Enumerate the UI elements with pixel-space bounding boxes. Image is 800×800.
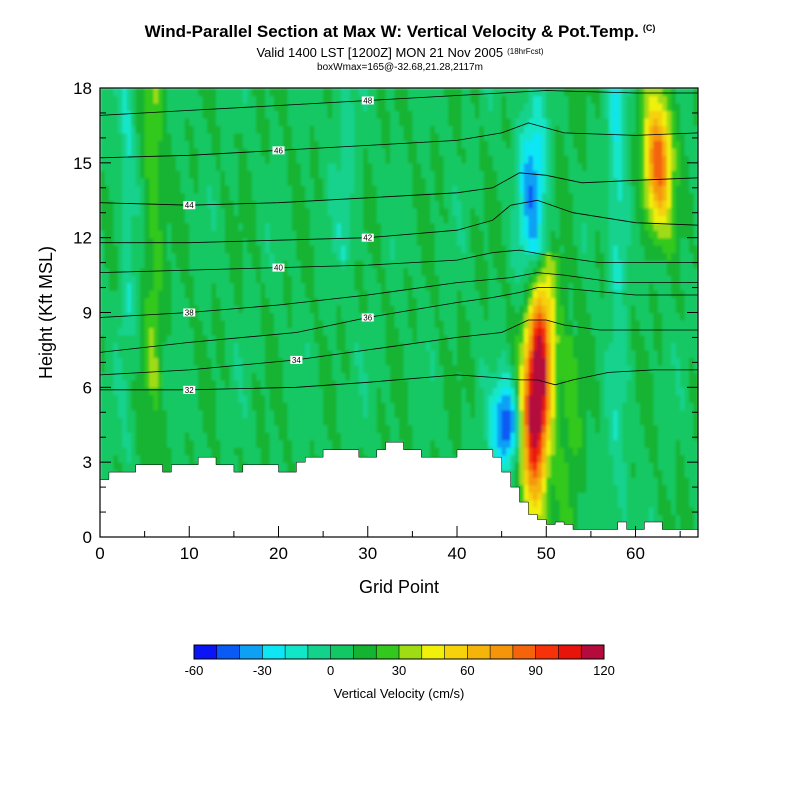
colorbar-swatch xyxy=(558,645,582,659)
y-axis-title: Height (Kft MSL) xyxy=(36,246,56,379)
colorbar-swatch xyxy=(535,645,559,659)
isotherm-label-36: 36 xyxy=(363,313,372,322)
y-tick-label: 3 xyxy=(83,453,92,472)
isotherm-32 xyxy=(100,369,698,391)
isotherm-label-bg xyxy=(290,355,303,364)
box-max-info: boxWmax=165@-32.68,21.28,2117m xyxy=(317,62,483,73)
copyright-mark: (C) xyxy=(642,23,656,33)
chart-subtitle: Valid 1400 LST [1200Z] MON 21 Nov 2005 (1… xyxy=(256,45,544,60)
chart-title: Wind-Parallel Section at Max W: Vertical… xyxy=(144,22,656,41)
isotherm-46 xyxy=(100,122,698,159)
y-tick-label: 12 xyxy=(73,229,92,248)
isotherm-label-34: 34 xyxy=(292,356,301,365)
colorbar-swatch xyxy=(512,645,537,659)
x-axis-title: Grid Point xyxy=(359,577,439,597)
isotherm-36 xyxy=(100,287,698,353)
potential-temperature-contours: 32 34 36 38 40 42 44 46 48 xyxy=(100,90,698,395)
isotherm-label-44: 44 xyxy=(185,201,194,210)
isotherm-label-bg xyxy=(361,96,374,105)
isotherm-label-42: 42 xyxy=(363,234,372,243)
y-tick-label: 6 xyxy=(83,378,92,397)
x-tick-label: 50 xyxy=(537,544,556,563)
forecast-hours: (18hrFcst) xyxy=(507,47,544,56)
colorbar: -60 -30 0 30 60 90 120 Vertical Velocity (cm/s) xyxy=(185,644,615,701)
isotherm-38 xyxy=(100,272,698,318)
x-tick-label: 0 xyxy=(95,544,104,563)
isotherm-label-48: 48 xyxy=(363,96,372,105)
colorbar-swatch xyxy=(216,645,240,659)
isotherm-40 xyxy=(100,249,698,273)
isotherm-label-bg xyxy=(183,201,196,210)
colorbar-tick-label: 60 xyxy=(460,663,474,678)
colorbar-swatch xyxy=(239,645,263,659)
isotherm-34 xyxy=(100,319,698,376)
y-tick-label: 0 xyxy=(83,528,92,547)
colorbar-swatch xyxy=(330,645,354,659)
plot-area: 32 34 36 38 40 42 44 46 48 xyxy=(100,88,698,537)
y-tick-label: 15 xyxy=(73,154,92,173)
isotherm-44 xyxy=(100,172,698,206)
y-tick-label: 9 xyxy=(83,304,92,323)
isotherm-label-bg xyxy=(361,233,374,242)
colorbar-tick-label: 120 xyxy=(593,663,615,678)
colorbar-swatch xyxy=(467,645,491,659)
colorbar-swatch xyxy=(285,645,309,659)
isotherm-label-38: 38 xyxy=(185,309,194,318)
isotherm-label-bg xyxy=(272,146,285,155)
colorbar-swatch xyxy=(421,645,445,659)
isotherm-label-32: 32 xyxy=(185,386,194,395)
colorbar-swatch xyxy=(376,645,400,659)
isotherm-label-bg xyxy=(183,308,196,317)
isotherm-48 xyxy=(100,90,698,116)
isotherm-label-bg xyxy=(183,385,196,394)
y-tick-label: 18 xyxy=(73,79,92,98)
isotherm-label-46: 46 xyxy=(274,146,283,155)
colorbar-tick-label: 30 xyxy=(392,663,406,678)
x-tick-label: 40 xyxy=(448,544,467,563)
colorbar-swatch xyxy=(307,645,332,659)
colorbar-tick-label: -30 xyxy=(253,663,272,678)
isotherm-label-bg xyxy=(272,263,285,272)
colorbar-swatch xyxy=(353,645,377,659)
terrain-mask xyxy=(100,441,698,537)
colorbar-swatch xyxy=(399,645,423,659)
x-tick-label: 60 xyxy=(626,544,645,563)
colorbar-tick-label: -60 xyxy=(185,663,204,678)
x-tick-label: 30 xyxy=(358,544,377,563)
x-tick-label: 20 xyxy=(269,544,288,563)
colorbar-swatch xyxy=(194,645,218,659)
isotherm-label-40: 40 xyxy=(274,264,283,273)
isotherm-42 xyxy=(100,199,698,244)
isotherm-label-bg xyxy=(361,313,374,322)
colorbar-tick-label: 0 xyxy=(327,663,334,678)
colorbar-swatch xyxy=(262,645,286,659)
colorbar-swatch xyxy=(490,645,514,659)
colorbar-tick-label: 90 xyxy=(528,663,542,678)
colorbar-title: Vertical Velocity (cm/s) xyxy=(334,686,465,701)
x-tick-label: 10 xyxy=(180,544,199,563)
colorbar-swatch xyxy=(581,645,605,659)
colorbar-swatch xyxy=(444,645,468,659)
